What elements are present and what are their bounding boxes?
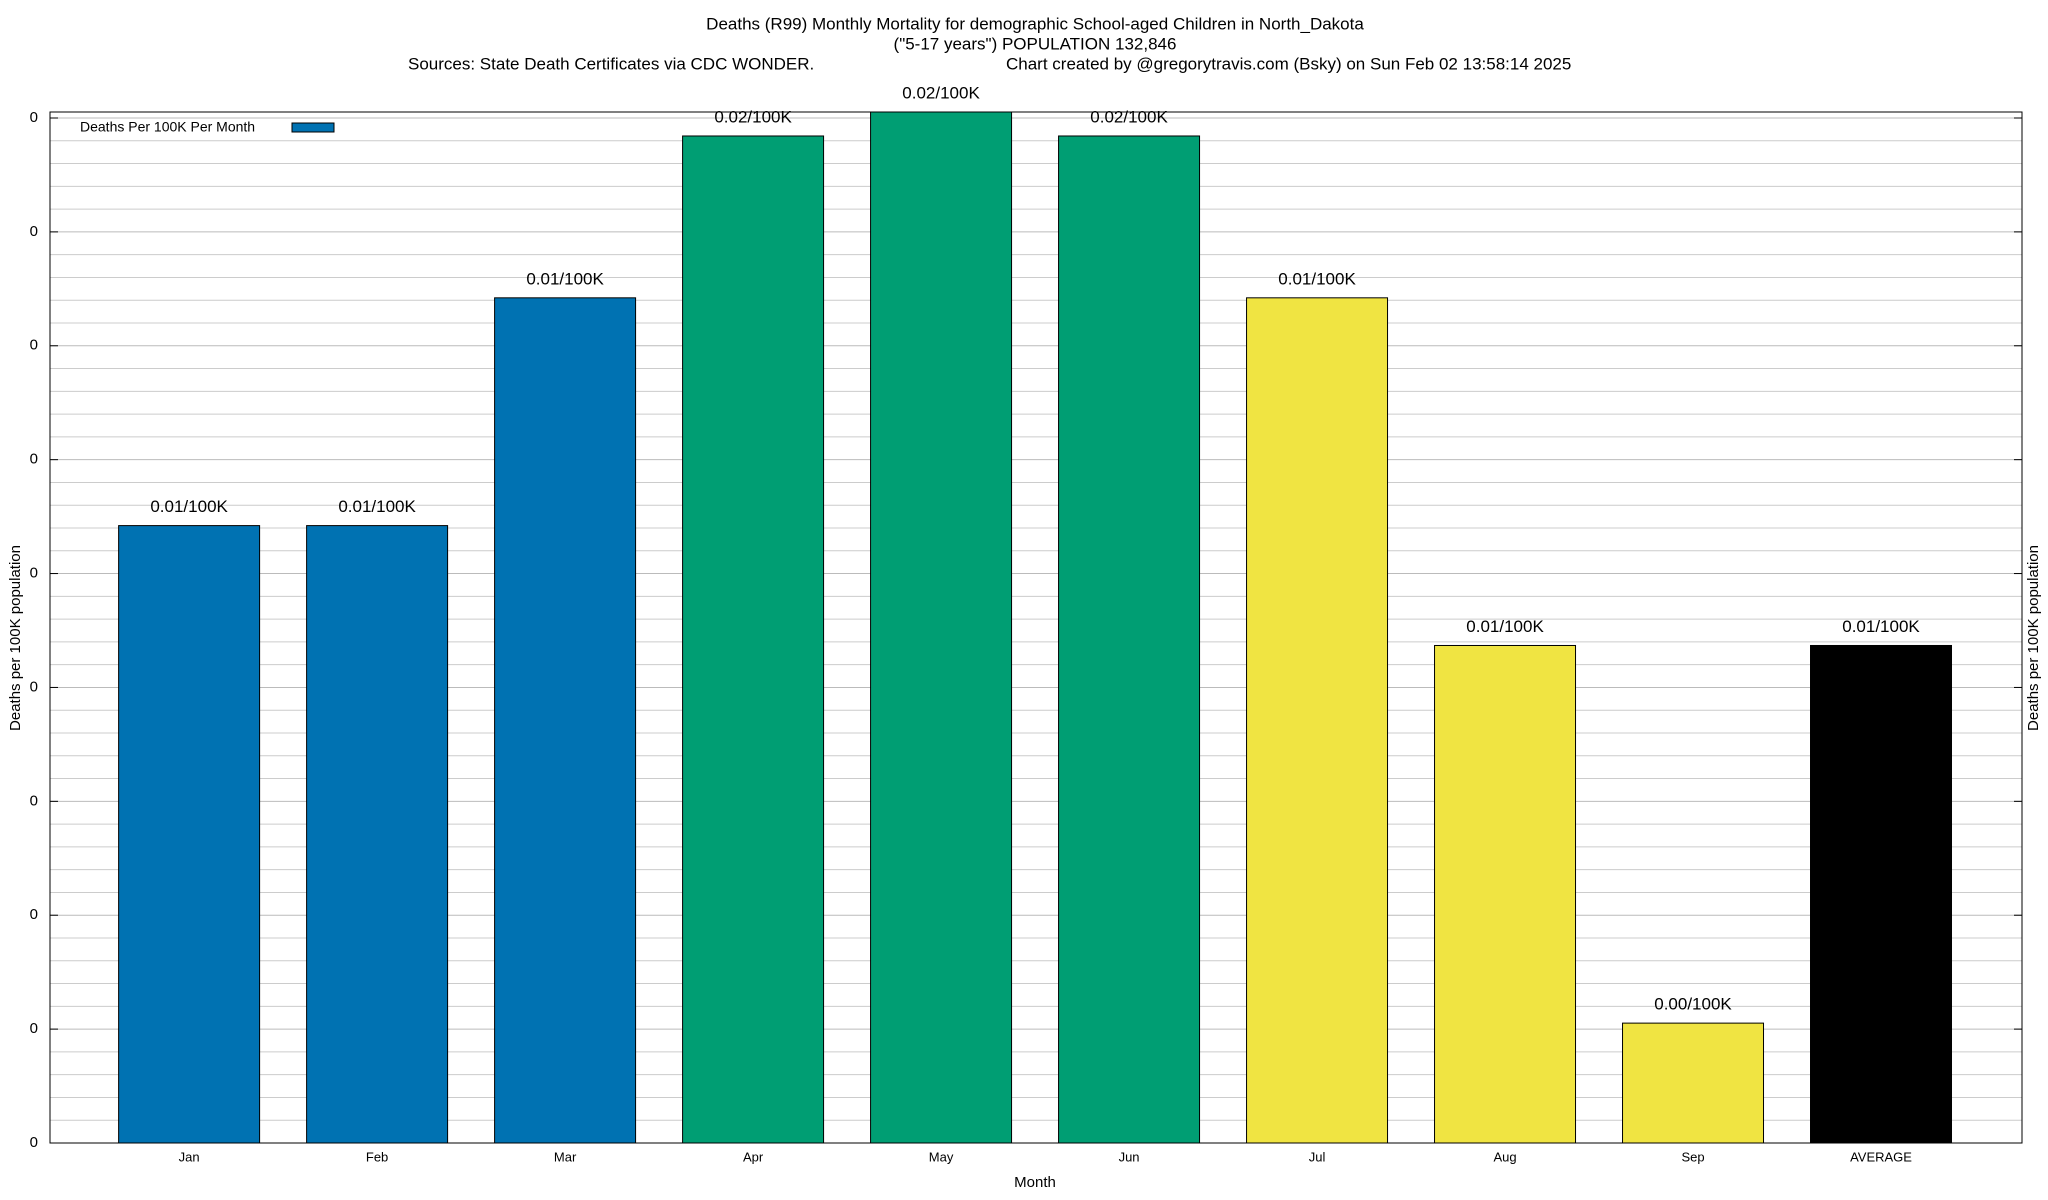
value-label: 0.01/100K (526, 269, 604, 288)
bar (682, 135, 825, 1144)
bar (870, 111, 1013, 1144)
y-tick-label: 0 (30, 451, 38, 468)
x-tick-label: Jul (1309, 1149, 1326, 1164)
value-label: 0.01/100K (338, 497, 416, 516)
x-tick-label: Jan (179, 1149, 200, 1164)
x-tick-label: Sep (1681, 1149, 1704, 1164)
x-tick-label: Apr (743, 1149, 764, 1164)
y-tick-label: 0 (30, 337, 38, 354)
bar (494, 297, 637, 1144)
y-tick-label: 0 (30, 1134, 38, 1151)
value-label: 0.02/100K (714, 107, 792, 126)
chart-title: Deaths (R99) Monthly Mortality for demog… (706, 14, 1364, 33)
x-axis-label: Month (1014, 1174, 1056, 1191)
bar (306, 525, 449, 1144)
chart-subtitle: ("5-17 years") POPULATION 132,846 (894, 34, 1177, 53)
bar (1622, 1022, 1765, 1144)
bar (1434, 644, 1577, 1144)
x-tick-label: AVERAGE (1850, 1149, 1912, 1164)
value-label: 0.01/100K (150, 497, 228, 516)
x-tick-label: May (929, 1149, 954, 1164)
bar (118, 525, 261, 1144)
value-label: 0.01/100K (1466, 617, 1544, 636)
y2-axis-label: Deaths per 100K population (2025, 545, 2042, 731)
x-tick-label: Feb (366, 1149, 388, 1164)
legend-swatch (291, 122, 335, 133)
y-tick-label: 0 (30, 906, 38, 923)
x-tick-label: Jun (1119, 1149, 1140, 1164)
legend-label: Deaths Per 100K Per Month (80, 119, 255, 135)
value-label: 0.01/100K (1278, 269, 1356, 288)
y-tick-label: 0 (30, 678, 38, 695)
credit: Chart created by @gregorytravis.com (Bsk… (1006, 54, 1571, 73)
bar (1058, 135, 1201, 1144)
y-tick-label: 0 (30, 1020, 38, 1037)
y-tick-label: 0 (30, 792, 38, 809)
value-label: 0.01/100K (1842, 617, 1920, 636)
bar (1246, 297, 1389, 1144)
bar (1810, 644, 1953, 1144)
sources: Sources: State Death Certificates via CD… (408, 54, 814, 73)
plot-frame (49, 111, 2023, 1144)
value-label: 0.02/100K (902, 83, 980, 102)
y-axis-label: Deaths per 100K population (7, 545, 24, 731)
y-tick-label: 0 (30, 109, 38, 126)
value-label: 0.02/100K (1090, 107, 1168, 126)
y-tick-label: 0 (30, 565, 38, 582)
value-label: 0.00/100K (1654, 995, 1732, 1014)
x-tick-label: Mar (554, 1149, 577, 1164)
y-tick-label: 0 (30, 223, 38, 240)
x-tick-label: Aug (1493, 1149, 1516, 1164)
